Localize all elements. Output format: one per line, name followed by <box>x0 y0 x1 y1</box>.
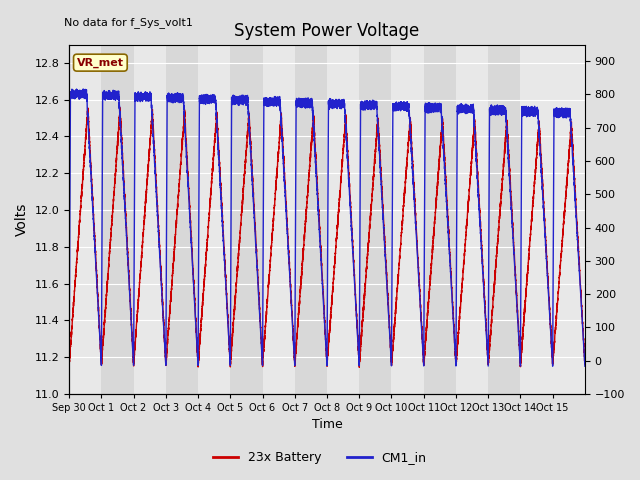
Bar <box>488 45 520 394</box>
CM1_in <box>393 103 401 108</box>
23x Battery <box>581 360 589 365</box>
23x Battery <box>371 160 378 166</box>
CM1_in <box>65 363 73 369</box>
Title: System Power Voltage: System Power Voltage <box>234 22 420 40</box>
Bar <box>69 45 101 394</box>
CM1_in <box>581 363 589 369</box>
Bar <box>262 45 295 394</box>
23x Battery <box>355 364 363 370</box>
Text: No data for f_Sys_volt1: No data for f_Sys_volt1 <box>64 17 193 27</box>
Line: 23x Battery: 23x Battery <box>69 108 585 367</box>
Bar <box>392 45 424 394</box>
Bar <box>198 45 230 394</box>
CM1_in <box>92 247 99 253</box>
CM1_in <box>371 106 378 111</box>
Y-axis label: Volts: Volts <box>15 203 29 236</box>
Text: VR_met: VR_met <box>77 58 124 68</box>
Bar <box>456 45 488 394</box>
CM1_in <box>476 207 483 213</box>
23x Battery <box>476 197 483 203</box>
Bar <box>295 45 327 394</box>
23x Battery <box>448 286 456 291</box>
Bar <box>359 45 392 394</box>
Bar <box>101 45 134 394</box>
CM1_in <box>73 86 81 92</box>
Bar <box>520 45 553 394</box>
CM1_in <box>448 287 456 292</box>
23x Battery <box>393 288 401 293</box>
X-axis label: Time: Time <box>312 419 342 432</box>
23x Battery <box>116 105 124 110</box>
Bar <box>327 45 359 394</box>
Bar <box>230 45 262 394</box>
Bar <box>424 45 456 394</box>
23x Battery <box>252 241 260 247</box>
Bar <box>166 45 198 394</box>
Bar <box>134 45 166 394</box>
CM1_in <box>252 245 260 251</box>
23x Battery <box>92 242 99 248</box>
Legend: 23x Battery, CM1_in: 23x Battery, CM1_in <box>208 446 432 469</box>
23x Battery <box>65 361 73 367</box>
Line: CM1_in: CM1_in <box>69 89 585 366</box>
